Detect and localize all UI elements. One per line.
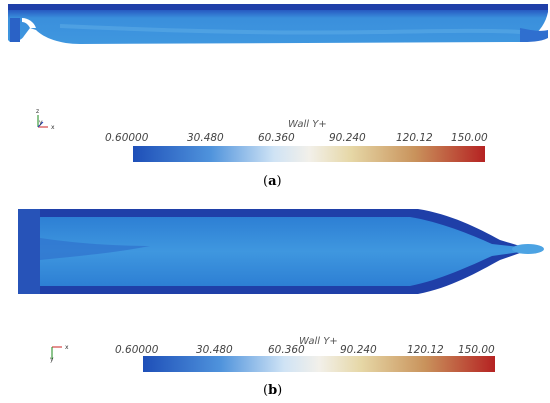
caption-b: (b) — [263, 383, 283, 398]
colorbar-a — [133, 146, 485, 162]
caption-letter-a: a — [268, 174, 277, 189]
stern-cutout — [22, 18, 36, 28]
colorbar-tick-a-4: 120.12 — [396, 132, 433, 144]
axis-label-y-b: y — [50, 356, 54, 363]
rudder — [10, 18, 20, 42]
caption-letter-b: b — [268, 383, 278, 398]
colorbar-tick-b-0: 0.60000 — [115, 344, 159, 356]
bulbous-bow — [512, 244, 544, 254]
colorbar-tick-b-1: 30.480 — [196, 344, 233, 356]
axis-label-z: z — [36, 108, 39, 115]
caption-a: (a) — [263, 174, 282, 189]
colorbar-tick-b-4: 120.12 — [407, 344, 444, 356]
stern-region — [18, 209, 40, 294]
hull-side-view: z y x — [8, 4, 548, 131]
panel-a: z y x Wall Y+ 0.60000 30.480 60.360 90.2… — [0, 0, 550, 200]
axis-label-y: y — [39, 119, 43, 126]
bow-tip — [520, 28, 548, 42]
hull-bottom-view: x y — [18, 209, 544, 363]
colorbar-tick-a-3: 90.240 — [329, 132, 366, 144]
axis-label-x: x — [51, 124, 55, 131]
colorbar-b — [143, 356, 495, 372]
colorbar-tick-a-1: 30.480 — [187, 132, 224, 144]
stern-flow-shading — [40, 238, 150, 260]
colorbar-tick-a-0: 0.60000 — [105, 132, 149, 144]
axis-triad-b: x y — [50, 344, 69, 363]
colorbar-tick-a-5: 150.00 — [451, 132, 488, 144]
hull-side-profile — [8, 4, 548, 44]
panel-b: x y Wall Y+ 0.60000 30.480 60.360 90.240… — [0, 200, 550, 403]
axis-label-x-b: x — [65, 344, 69, 351]
colorbar-title-b: Wall Y+ — [299, 336, 338, 347]
hull-bottom-body — [30, 217, 534, 286]
hull-deck-band — [8, 4, 548, 10]
colorbar-tick-a-2: 60.360 — [258, 132, 295, 144]
colorbar-title-a: Wall Y+ — [288, 119, 327, 130]
colorbar-tick-b-2: 60.360 — [268, 344, 305, 356]
colorbar-tick-b-5: 150.00 — [458, 344, 495, 356]
axis-triad: z y x — [36, 108, 55, 131]
colorbar-tick-b-3: 90.240 — [340, 344, 377, 356]
hull-flow-streak — [59, 24, 521, 35]
